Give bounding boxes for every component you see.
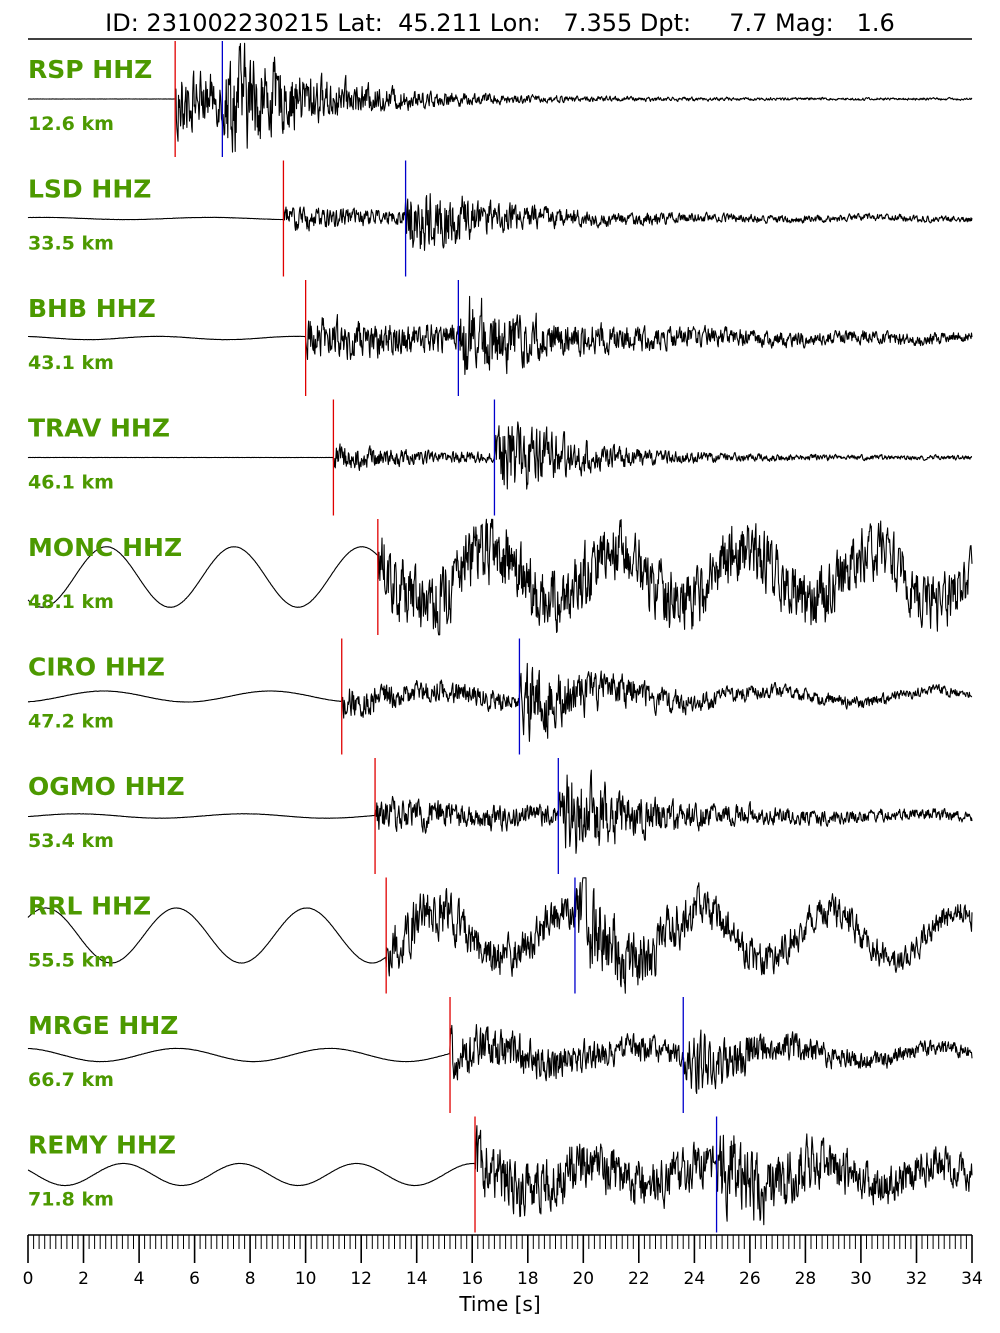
- x-tick-label: 34: [961, 1269, 983, 1289]
- x-tick-label: 28: [795, 1269, 817, 1289]
- trace-row: REMY HHZ 71.8 km: [27, 1116, 973, 1233]
- waveform-line: [27, 42, 973, 153]
- x-tick-label: 22: [628, 1269, 650, 1289]
- x-tick-label: 2: [78, 1269, 89, 1289]
- distance-label: 46.1 km: [28, 472, 114, 494]
- x-tick-label: 6: [189, 1269, 200, 1289]
- trace-row: RSP HHZ 12.6 km: [27, 41, 973, 157]
- waveform-line: [27, 1023, 973, 1095]
- distance-label: 43.1 km: [28, 352, 114, 374]
- station-label: REMY HHZ: [28, 1131, 176, 1160]
- waveform-line: [27, 193, 973, 251]
- waveform-line: [27, 518, 973, 636]
- distance-label: 71.8 km: [28, 1189, 114, 1211]
- x-tick-label: 4: [134, 1269, 145, 1289]
- waveform-line: [27, 1125, 973, 1226]
- waveform-line: [27, 769, 973, 854]
- x-tick-label: 18: [517, 1269, 539, 1289]
- station-label: RSP HHZ: [28, 55, 152, 84]
- trace-row: LSD HHZ 33.5 km: [27, 160, 973, 277]
- trace-row: RRL HHZ 55.5 km: [27, 877, 973, 994]
- x-tick-label: 20: [572, 1269, 594, 1289]
- x-tick-label: 10: [295, 1269, 317, 1289]
- waveform-line: [27, 421, 973, 490]
- trace-row: CIRO HHZ 47.2 km: [27, 638, 973, 755]
- x-tick-label: 30: [850, 1269, 872, 1289]
- x-axis: 0 2 4 6 8 10 12 14 16 18 20 22 24 26 28 30 32 34: [23, 1234, 983, 1289]
- chart-title: ID: 231002230215 Lat: 45.211 Lon: 7.355 …: [105, 9, 895, 37]
- station-label: TRAV HHZ: [28, 414, 170, 443]
- distance-label: 53.4 km: [28, 830, 114, 852]
- trace-row: OGMO HHZ 53.4 km: [27, 758, 973, 874]
- x-tick-label: 0: [23, 1269, 34, 1289]
- trace-row: TRAV HHZ 46.1 km: [27, 399, 973, 516]
- distance-label: 55.5 km: [28, 950, 114, 972]
- x-tick-label: 24: [684, 1269, 706, 1289]
- x-tick-label: 16: [461, 1269, 483, 1289]
- distance-label: 47.2 km: [28, 711, 114, 733]
- trace-row: MRGE HHZ 66.7 km: [27, 997, 973, 1113]
- trace-row: BHB HHZ 43.1 km: [27, 280, 973, 396]
- distance-label: 48.1 km: [28, 591, 114, 613]
- waveform-line: [27, 295, 973, 376]
- station-label: RRL HHZ: [28, 892, 151, 921]
- station-label: OGMO HHZ: [28, 772, 185, 801]
- trace-row: MONC HHZ 48.1 km: [27, 518, 973, 636]
- distance-label: 66.7 km: [28, 1069, 114, 1091]
- x-tick-label: 26: [739, 1269, 761, 1289]
- waveform-line: [27, 877, 973, 994]
- traces-layer: RSP HHZ 12.6 km LSD HHZ 33.5 km BHB HHZ 43.1 …: [27, 41, 973, 1233]
- x-tick-label: 32: [906, 1269, 928, 1289]
- station-label: BHB HHZ: [28, 294, 156, 323]
- station-label: LSD HHZ: [28, 175, 151, 204]
- x-tick-label: 8: [245, 1269, 256, 1289]
- x-tick-label: 14: [406, 1269, 428, 1289]
- station-label: CIRO HHZ: [28, 653, 165, 682]
- x-axis-label: Time [s]: [458, 1292, 540, 1316]
- distance-label: 12.6 km: [28, 113, 114, 135]
- distance-label: 33.5 km: [28, 233, 114, 255]
- x-tick-label: 12: [350, 1269, 372, 1289]
- station-label: MRGE HHZ: [28, 1011, 178, 1040]
- waveform-line: [27, 662, 973, 742]
- station-label: MONC HHZ: [28, 533, 182, 562]
